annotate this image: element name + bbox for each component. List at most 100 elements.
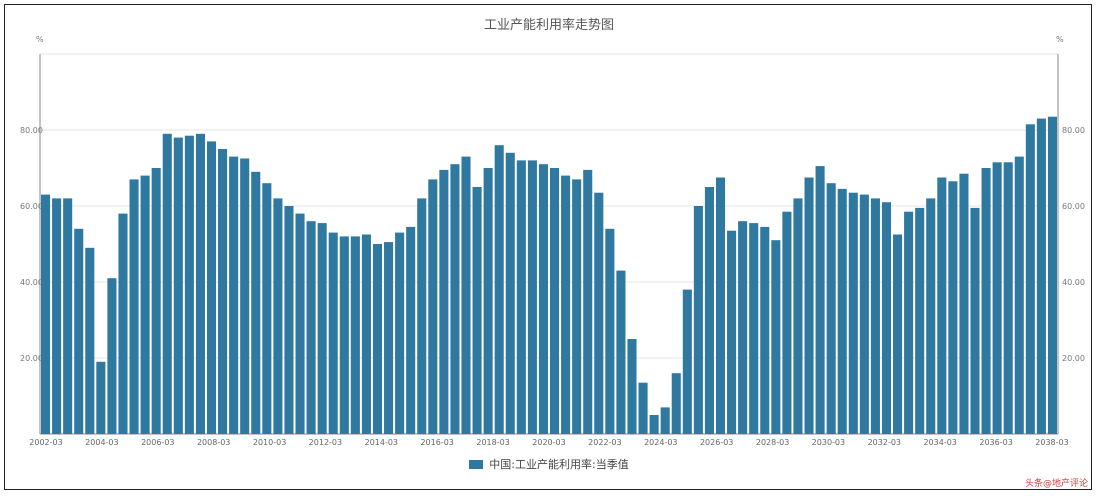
x-tick-label: 2010-03 bbox=[253, 438, 286, 447]
bar bbox=[815, 166, 825, 434]
bar bbox=[229, 156, 239, 434]
bar bbox=[660, 407, 670, 434]
y-right-tick: 60.00 bbox=[1062, 202, 1085, 211]
bar bbox=[527, 160, 537, 434]
bar bbox=[605, 228, 615, 434]
bar bbox=[826, 183, 836, 434]
y-right-unit: % bbox=[1056, 35, 1064, 44]
bar bbox=[572, 179, 582, 434]
y-left-tick: 60.00 bbox=[20, 202, 43, 211]
bar bbox=[948, 181, 958, 434]
y-left-tick: 40.00 bbox=[20, 278, 43, 287]
bar bbox=[461, 156, 471, 434]
bar bbox=[738, 221, 748, 434]
bar bbox=[970, 207, 980, 434]
y-left-tick: 20.00 bbox=[20, 354, 43, 363]
legend-label: 中国:工业产能利用率:当季值 bbox=[489, 458, 629, 471]
bar bbox=[306, 221, 316, 434]
bar bbox=[295, 213, 305, 434]
legend-swatch bbox=[469, 459, 484, 469]
bar bbox=[1014, 156, 1024, 434]
bar bbox=[671, 373, 681, 434]
bar bbox=[63, 198, 73, 434]
bar bbox=[417, 198, 427, 434]
bar bbox=[184, 135, 194, 434]
bar bbox=[859, 194, 869, 434]
bar bbox=[361, 234, 371, 434]
x-tick-label: 2018-03 bbox=[476, 438, 509, 447]
bar bbox=[550, 168, 560, 434]
bar bbox=[704, 187, 714, 434]
bar bbox=[107, 278, 117, 434]
bar bbox=[649, 415, 659, 434]
bar bbox=[915, 207, 925, 434]
x-tick-label: 2006-03 bbox=[141, 438, 174, 447]
bar bbox=[395, 232, 405, 434]
watermark: 头条@地产评论 bbox=[1024, 479, 1088, 489]
x-tick-label: 2004-03 bbox=[85, 438, 118, 447]
bar bbox=[494, 145, 504, 434]
bar bbox=[85, 247, 95, 434]
x-tick-label: 2028-03 bbox=[756, 438, 789, 447]
chart-title: 工业产能利用率走势图 bbox=[483, 18, 614, 33]
x-tick-label: 2008-03 bbox=[197, 438, 230, 447]
bar bbox=[516, 160, 526, 434]
bar bbox=[450, 164, 460, 434]
y-right-tick: 20.00 bbox=[1062, 354, 1085, 363]
bar bbox=[118, 213, 128, 434]
bar bbox=[771, 240, 781, 434]
chart-legend[interactable]: 中国:工业产能利用率:当季值 bbox=[0, 456, 1098, 472]
bar bbox=[328, 232, 338, 434]
x-tick-label: 2038-03 bbox=[1035, 438, 1068, 447]
bar bbox=[41, 194, 51, 434]
bar bbox=[273, 198, 283, 434]
bar bbox=[505, 152, 515, 435]
y-right-tick: 40.00 bbox=[1062, 278, 1085, 287]
bar bbox=[616, 270, 626, 434]
bar bbox=[129, 179, 139, 434]
bar bbox=[926, 198, 936, 434]
x-tick-label: 2014-03 bbox=[365, 438, 398, 447]
bar bbox=[140, 175, 150, 434]
bar bbox=[881, 202, 892, 434]
bar bbox=[848, 192, 858, 434]
bar bbox=[1003, 162, 1013, 435]
bar bbox=[627, 339, 637, 434]
bar bbox=[760, 226, 770, 434]
bar bbox=[981, 168, 991, 434]
bar bbox=[837, 188, 847, 434]
bar bbox=[317, 223, 327, 434]
bar bbox=[284, 206, 294, 434]
bar bbox=[52, 198, 62, 434]
bar bbox=[1047, 116, 1057, 434]
bar bbox=[406, 226, 416, 434]
x-tick-label: 2026-03 bbox=[700, 438, 733, 447]
bar bbox=[439, 169, 449, 434]
x-tick-label: 2022-03 bbox=[588, 438, 621, 447]
bar bbox=[74, 228, 84, 434]
x-tick-label: 2036-03 bbox=[979, 438, 1012, 447]
bar bbox=[782, 211, 792, 434]
bar bbox=[870, 198, 880, 434]
x-tick-label: 2002-03 bbox=[29, 438, 62, 447]
bar bbox=[715, 177, 726, 434]
x-tick-label: 2034-03 bbox=[923, 438, 956, 447]
bar bbox=[583, 169, 593, 434]
bar bbox=[151, 168, 161, 434]
bar bbox=[793, 198, 803, 434]
y-left-unit: % bbox=[36, 35, 44, 44]
bar bbox=[162, 133, 172, 435]
x-tick-label: 2032-03 bbox=[868, 438, 901, 447]
bar bbox=[804, 177, 814, 434]
bar bbox=[682, 289, 692, 434]
bar bbox=[428, 179, 438, 434]
bar bbox=[749, 223, 759, 434]
bar bbox=[937, 177, 947, 434]
bar bbox=[96, 361, 106, 434]
x-tick-label: 2030-03 bbox=[812, 438, 845, 447]
bar bbox=[538, 164, 548, 434]
x-tick-label: 2020-03 bbox=[532, 438, 565, 447]
bar bbox=[561, 175, 571, 434]
bar bbox=[372, 244, 383, 434]
bar bbox=[173, 137, 183, 434]
